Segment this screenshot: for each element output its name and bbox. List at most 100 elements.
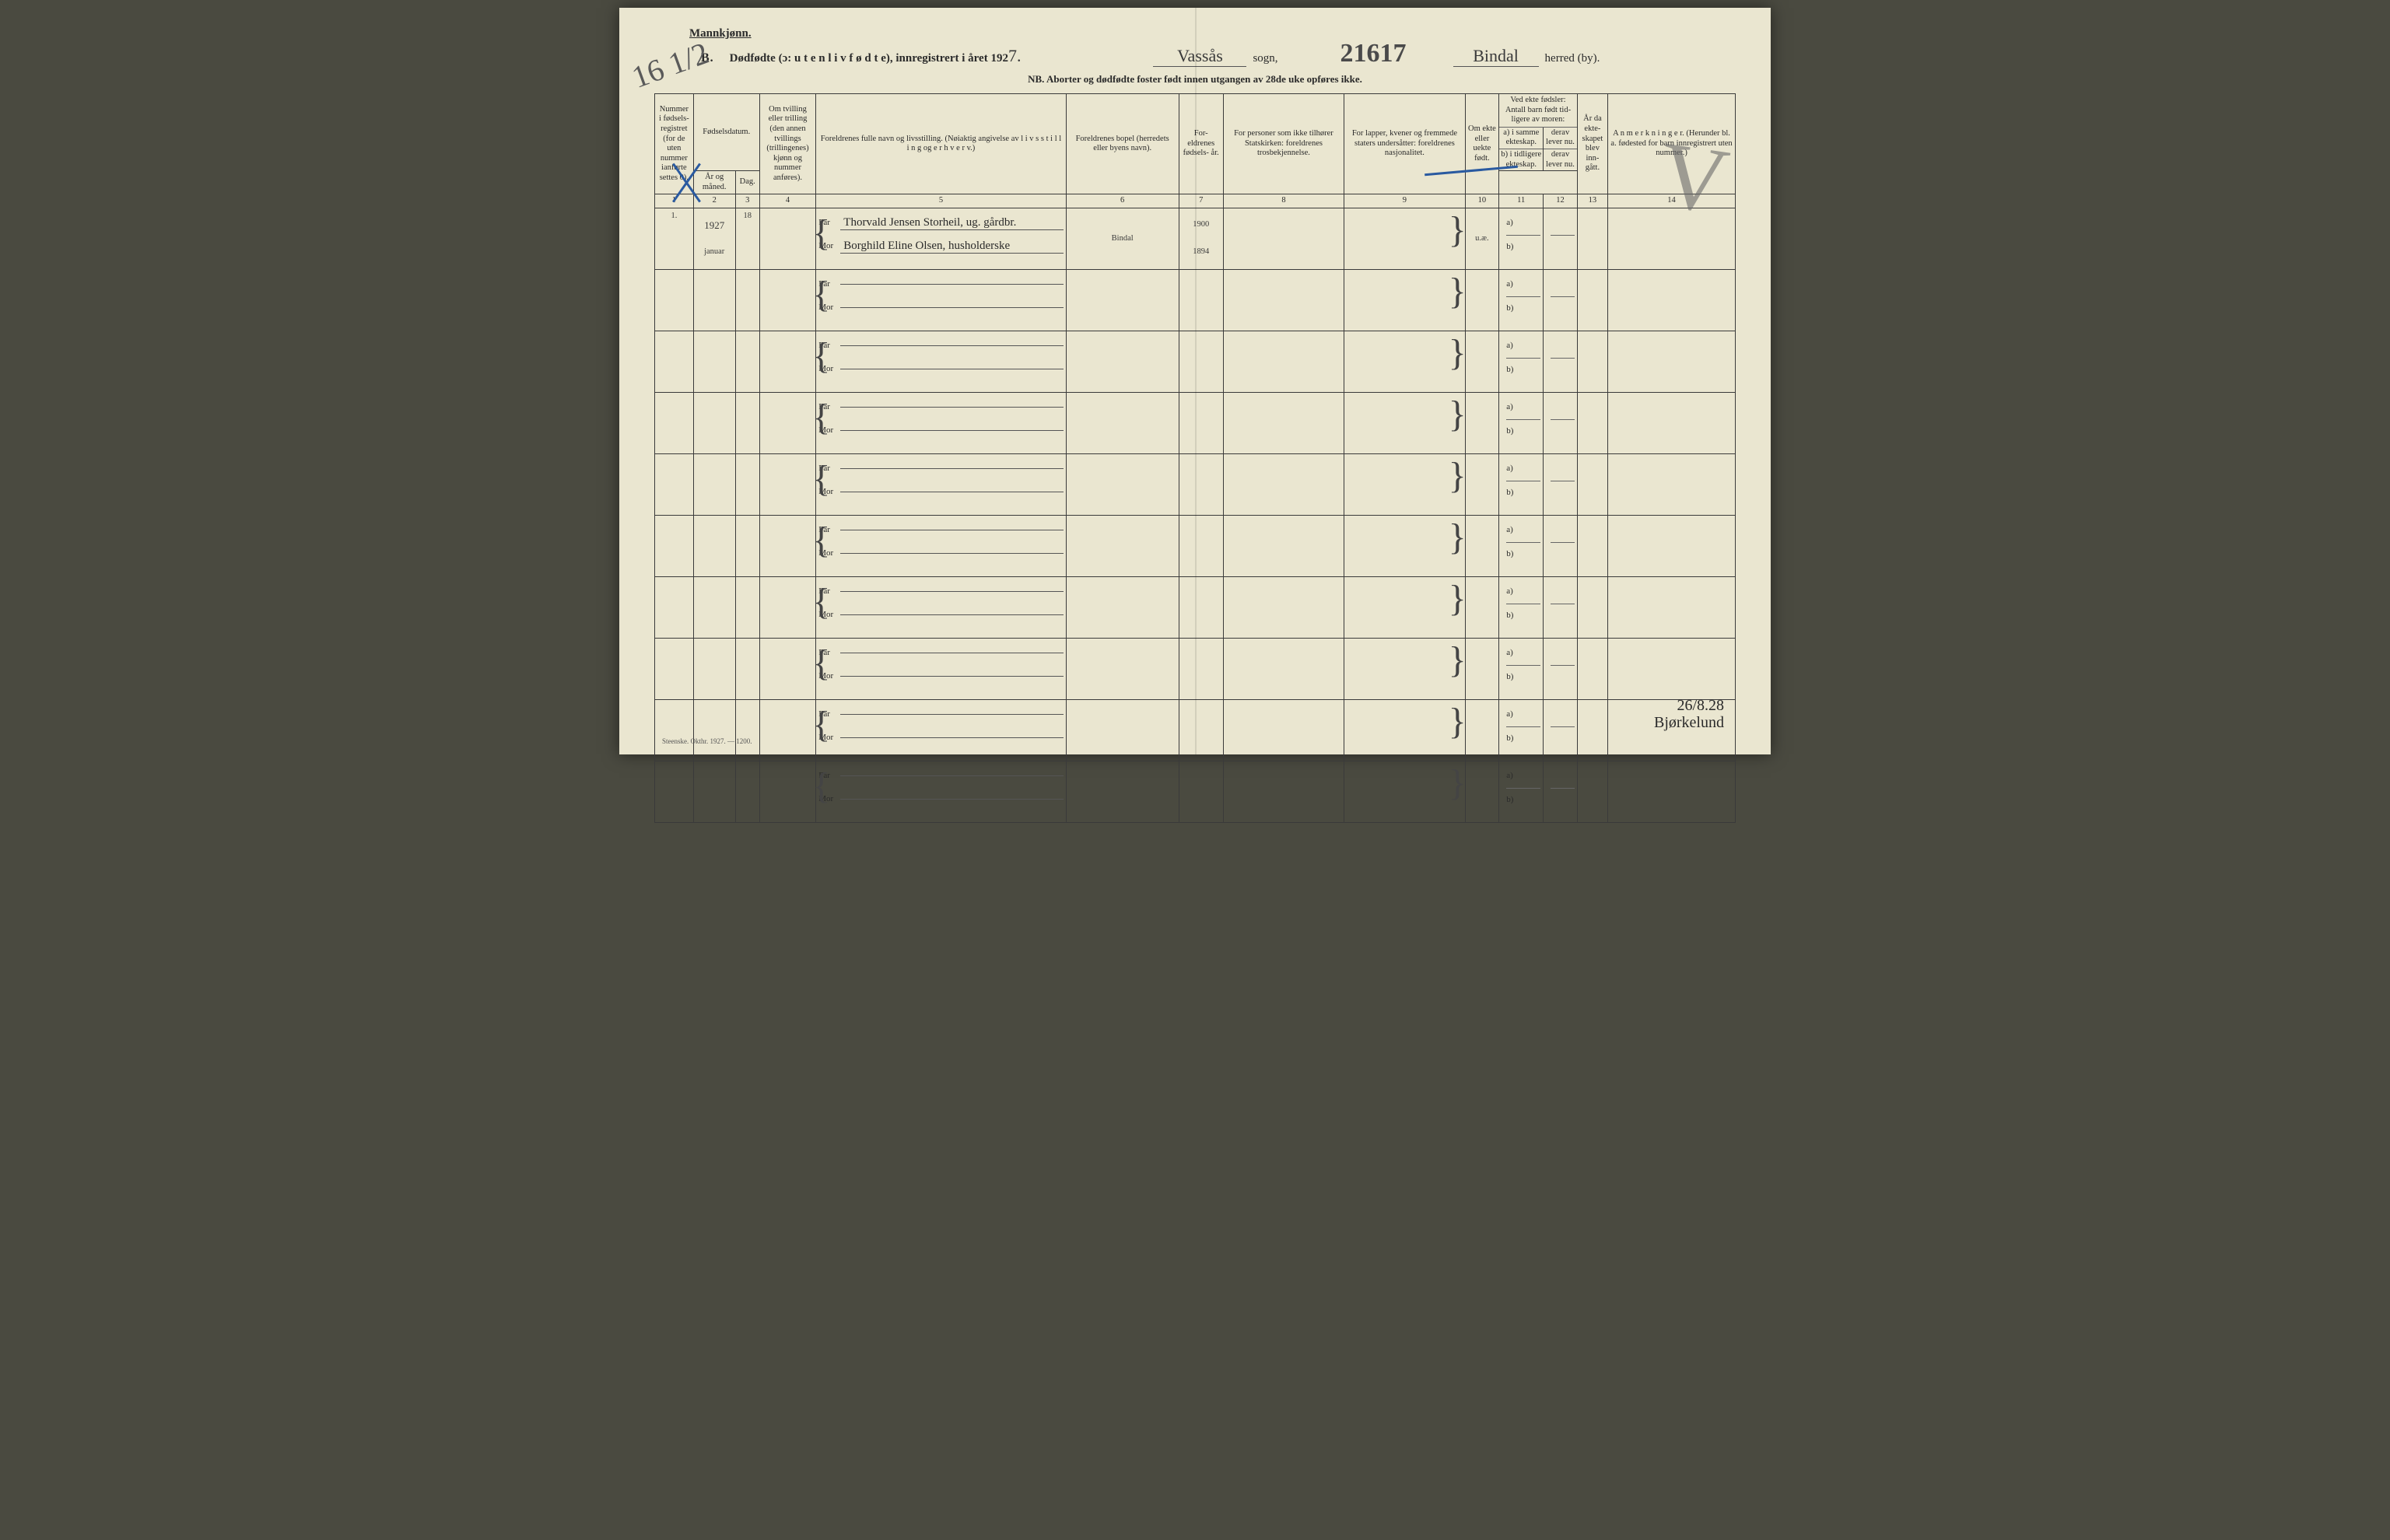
cell-twin	[759, 453, 816, 515]
herred-label: herred (by).	[1545, 52, 1600, 65]
cell-birthyears	[1179, 331, 1223, 392]
cell-nationality: }	[1344, 392, 1465, 453]
cell-legitimacy: u.æ.	[1465, 208, 1499, 269]
cell-residence	[1066, 453, 1179, 515]
cell-residence: Bindal	[1066, 208, 1179, 269]
cell-day: 18	[735, 208, 759, 269]
col5-header: Foreldrenes fulle navn og livsstilling. …	[816, 94, 1066, 194]
cell-twin	[759, 515, 816, 576]
cell-remarks	[1608, 638, 1736, 699]
cell-number	[655, 699, 694, 761]
sogn-handwritten: Vassås	[1153, 46, 1246, 67]
cell-marriage-year	[1577, 453, 1607, 515]
cell-legitimacy	[1465, 515, 1499, 576]
cell-prev-b	[1544, 331, 1578, 392]
colnum: 7	[1179, 194, 1223, 208]
cell-faith	[1223, 576, 1344, 638]
col1-header: Nummer i fødsels- registret (for de uten…	[655, 94, 694, 194]
cell-birthyears	[1179, 453, 1223, 515]
signature-date: 26/8.28	[1654, 697, 1724, 714]
col2-group-header: Fødselsdatum.	[693, 94, 759, 171]
far-value	[840, 775, 1063, 776]
cell-year-month	[693, 761, 735, 822]
cell-year-month	[693, 515, 735, 576]
cell-day	[735, 515, 759, 576]
cell-parents: { Far Mor	[816, 515, 1066, 576]
cell-legitimacy	[1465, 331, 1499, 392]
cell-prev-a: a)b)	[1499, 392, 1544, 453]
herred-handwritten: Bindal	[1453, 46, 1539, 67]
cell-prev-a: a)b)	[1499, 269, 1544, 331]
cell-twin	[759, 392, 816, 453]
col2b-header: Dag.	[735, 171, 759, 194]
cell-twin	[759, 699, 816, 761]
book-fold	[1195, 8, 1197, 754]
cell-nationality: }	[1344, 208, 1465, 269]
cell-twin	[759, 576, 816, 638]
col13-header: År da ekte- skapet blev inn- gått.	[1577, 94, 1607, 194]
colnum: 12	[1544, 194, 1578, 208]
cell-marriage-year	[1577, 515, 1607, 576]
cell-year-month: 1927januar	[693, 208, 735, 269]
cell-prev-a: a)b)	[1499, 761, 1544, 822]
col12b: derav lever nu.	[1544, 149, 1576, 170]
cell-nationality: }	[1344, 761, 1465, 822]
colnum: 4	[759, 194, 816, 208]
cell-day	[735, 392, 759, 453]
colnum: 1	[655, 194, 694, 208]
signature-block: 26/8.28 Bjørkelund	[1654, 697, 1724, 731]
cell-nationality: }	[1344, 515, 1465, 576]
colnum: 10	[1465, 194, 1499, 208]
cell-prev-b	[1544, 453, 1578, 515]
cell-twin	[759, 269, 816, 331]
cell-prev-b	[1544, 269, 1578, 331]
cell-remarks	[1608, 761, 1736, 822]
colnum: 13	[1577, 194, 1607, 208]
cell-day	[735, 269, 759, 331]
col4-header: Om tvilling eller trilling (den annen tv…	[759, 94, 816, 194]
cell-parents: { Far Mor	[816, 699, 1066, 761]
cell-number: 1.	[655, 208, 694, 269]
cell-nationality: }	[1344, 576, 1465, 638]
cell-residence	[1066, 576, 1179, 638]
mor-value	[840, 737, 1063, 738]
cell-nationality: }	[1344, 638, 1465, 699]
cell-remarks	[1608, 331, 1736, 392]
cell-year-month	[693, 576, 735, 638]
colnum: 6	[1066, 194, 1179, 208]
cell-nationality: }	[1344, 453, 1465, 515]
cell-marriage-year	[1577, 392, 1607, 453]
colnum: 11	[1499, 194, 1544, 208]
cell-parents: { Far Mor	[816, 269, 1066, 331]
colnum: 9	[1344, 194, 1465, 208]
mor-value: Borghild Eline Olsen, husholderske	[840, 239, 1063, 254]
cell-faith	[1223, 269, 1344, 331]
cell-faith	[1223, 761, 1344, 822]
far-value	[840, 345, 1063, 346]
cell-faith	[1223, 208, 1344, 269]
far-value: Thorvald Jensen Storheil, ug. gårdbr.	[840, 215, 1063, 230]
mor-value	[840, 799, 1063, 800]
cell-prev-a: a)b)	[1499, 453, 1544, 515]
cell-birthyears	[1179, 576, 1223, 638]
cell-faith	[1223, 392, 1344, 453]
cell-marriage-year	[1577, 208, 1607, 269]
cell-number	[655, 515, 694, 576]
cell-birthyears	[1179, 761, 1223, 822]
cell-remarks	[1608, 453, 1736, 515]
cell-prev-a: a)b)	[1499, 331, 1544, 392]
sogn-group: Vassås sogn,	[1153, 46, 1277, 67]
cell-number	[655, 453, 694, 515]
cell-twin	[759, 208, 816, 269]
cell-number	[655, 331, 694, 392]
cell-parents: { Far Mor	[816, 638, 1066, 699]
cell-birthyears	[1179, 699, 1223, 761]
col6-header: Foreldrenes bopel (herredets eller byens…	[1066, 94, 1179, 194]
cell-twin	[759, 761, 816, 822]
cell-prev-b	[1544, 392, 1578, 453]
title-bold: Dødfødte (ɔ: u t e n l i v f ø d t e), i…	[730, 52, 1008, 65]
cell-remarks	[1608, 392, 1736, 453]
cell-day	[735, 699, 759, 761]
cell-legitimacy	[1465, 576, 1499, 638]
cell-number	[655, 576, 694, 638]
